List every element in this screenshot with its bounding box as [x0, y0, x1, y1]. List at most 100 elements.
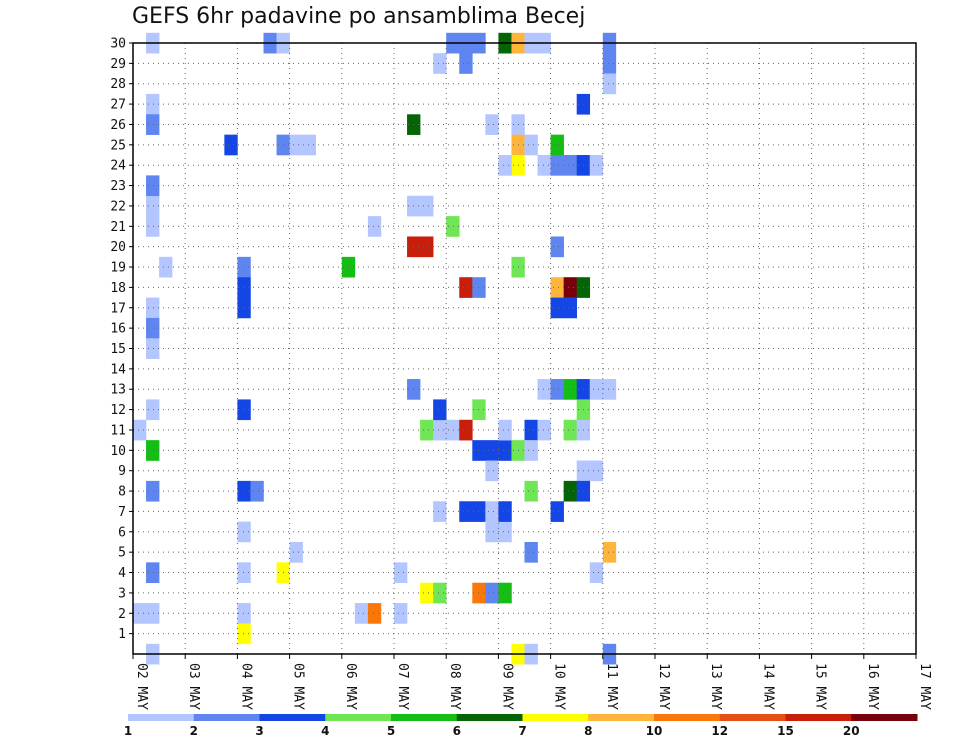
- y-tick-label: 28: [110, 77, 126, 92]
- heatmap-cell: [367, 603, 382, 624]
- heatmap-cell: [237, 480, 251, 502]
- y-tick-label: 5: [118, 546, 126, 561]
- heatmap-cell: [133, 419, 147, 441]
- heatmap-cell: [589, 562, 604, 584]
- heatmap-cell: [589, 379, 604, 400]
- colorbar-label: 20: [843, 724, 860, 738]
- heatmap-cell: [146, 562, 160, 584]
- colorbar-label: 3: [255, 724, 263, 738]
- y-tick-label: 30: [110, 37, 126, 52]
- heatmap-cell: [146, 399, 160, 421]
- heatmap-cell: [550, 155, 564, 176]
- heatmap-cell: [602, 73, 617, 95]
- heatmap-cell: [537, 155, 551, 176]
- heatmap-cell: [550, 236, 564, 258]
- y-tick-label: 9: [118, 464, 126, 479]
- colorbar-swatch: [128, 714, 195, 721]
- heatmap-cell: [133, 603, 147, 624]
- heatmap-cell: [146, 114, 160, 135]
- colorbar-label: 8: [584, 724, 592, 738]
- x-tick-label: 04 MAY: [238, 663, 253, 710]
- heatmap-cell: [524, 419, 538, 441]
- heatmap-cell: [420, 236, 434, 258]
- colorbar-swatch: [325, 714, 392, 721]
- y-tick-label: 11: [110, 423, 126, 438]
- heatmap-cell: [146, 480, 160, 502]
- heatmap-cell: [146, 317, 160, 339]
- heatmap-cell: [563, 277, 577, 298]
- colorbar-swatch: [654, 714, 721, 721]
- heatmap-cell: [237, 297, 251, 319]
- chart-title: GEFS 6hr padavine po ansamblima Becej: [132, 4, 586, 29]
- heatmap-cell: [537, 379, 551, 400]
- heatmap-cell: [146, 440, 160, 461]
- y-tick-label: 18: [110, 281, 126, 296]
- colorbar-label: 6: [453, 724, 461, 738]
- y-tick-label: 25: [110, 138, 126, 153]
- colorbar-swatch: [719, 714, 786, 721]
- y-tick-label: 10: [110, 444, 126, 459]
- heatmap-cell: [459, 53, 473, 74]
- colorbar-label: 1: [124, 724, 132, 738]
- heatmap-cell: [524, 541, 538, 563]
- x-tick-label: 07 MAY: [395, 663, 410, 710]
- heatmap-cell: [550, 379, 564, 400]
- heatmap-cell: [237, 562, 251, 584]
- heatmap-cell: [237, 399, 251, 421]
- colorbar-label: 5: [387, 724, 395, 738]
- heatmap-cell: [485, 501, 499, 522]
- y-tick-label: 14: [110, 362, 126, 377]
- heatmap-cell: [289, 134, 303, 156]
- heatmap-cell: [237, 603, 251, 624]
- heatmap-cell: [146, 216, 160, 237]
- x-tick-label: 12 MAY: [656, 663, 671, 710]
- x-tick-label: 06 MAY: [343, 663, 358, 710]
- heatmap-cell: [498, 521, 512, 543]
- y-tick-label: 19: [110, 261, 126, 276]
- heatmap-cell: [498, 155, 512, 176]
- heatmap-cell: [602, 541, 617, 563]
- heatmap-cell: [420, 419, 434, 441]
- heatmap-cell: [524, 440, 538, 461]
- x-tick-label: 02 MAY: [134, 663, 149, 710]
- heatmap-cell: [485, 114, 499, 135]
- y-tick-label: 16: [110, 322, 126, 337]
- heatmap-cell: [485, 582, 499, 604]
- colorbar-swatch: [193, 714, 260, 721]
- heatmap-cell: [589, 155, 604, 176]
- heatmap-cell: [563, 155, 577, 176]
- colorbar-label: 12: [711, 724, 728, 738]
- x-tick-label: 09 MAY: [499, 663, 514, 710]
- heatmap-cell: [433, 501, 447, 522]
- y-tick-label: 26: [110, 118, 126, 133]
- heatmap-cell: [485, 460, 499, 482]
- colorbar-swatch: [588, 714, 655, 721]
- colorbar-swatch: [456, 714, 523, 721]
- colorbar-swatch: [259, 714, 326, 721]
- heatmap-cell: [159, 256, 173, 278]
- cells-layer: [133, 32, 617, 665]
- heatmap-cell: [237, 277, 251, 298]
- heatmap-cell: [237, 521, 251, 543]
- colorbar: 1 2 3 4 5 6 7 8 10 12 15 20: [124, 714, 918, 738]
- heatmap-cell: [146, 603, 160, 624]
- y-tick-label: 6: [118, 525, 126, 540]
- ticks-layer: 1234567891011121314151617181920212223242…: [110, 37, 932, 711]
- heatmap-cell: [446, 216, 460, 237]
- y-tick-label: 3: [118, 586, 126, 601]
- heatmap-cell: [550, 134, 564, 156]
- x-tick-label: 11 MAY: [604, 663, 619, 710]
- heatmap-cell: [289, 541, 303, 563]
- heatmap-cell: [498, 501, 512, 522]
- heatmap-cell: [550, 297, 564, 319]
- heatmap-cell: [524, 134, 538, 156]
- heatmap-cell: [146, 297, 160, 319]
- x-tick-label: 16 MAY: [865, 663, 880, 710]
- heatmap-cell: [420, 582, 434, 604]
- heatmap-cell: [524, 480, 538, 502]
- x-tick-label: 03 MAY: [186, 663, 201, 710]
- y-tick-label: 12: [110, 403, 126, 418]
- heatmap-cell: [550, 277, 564, 298]
- heatmap-cell: [433, 582, 447, 604]
- y-tick-label: 13: [110, 383, 126, 398]
